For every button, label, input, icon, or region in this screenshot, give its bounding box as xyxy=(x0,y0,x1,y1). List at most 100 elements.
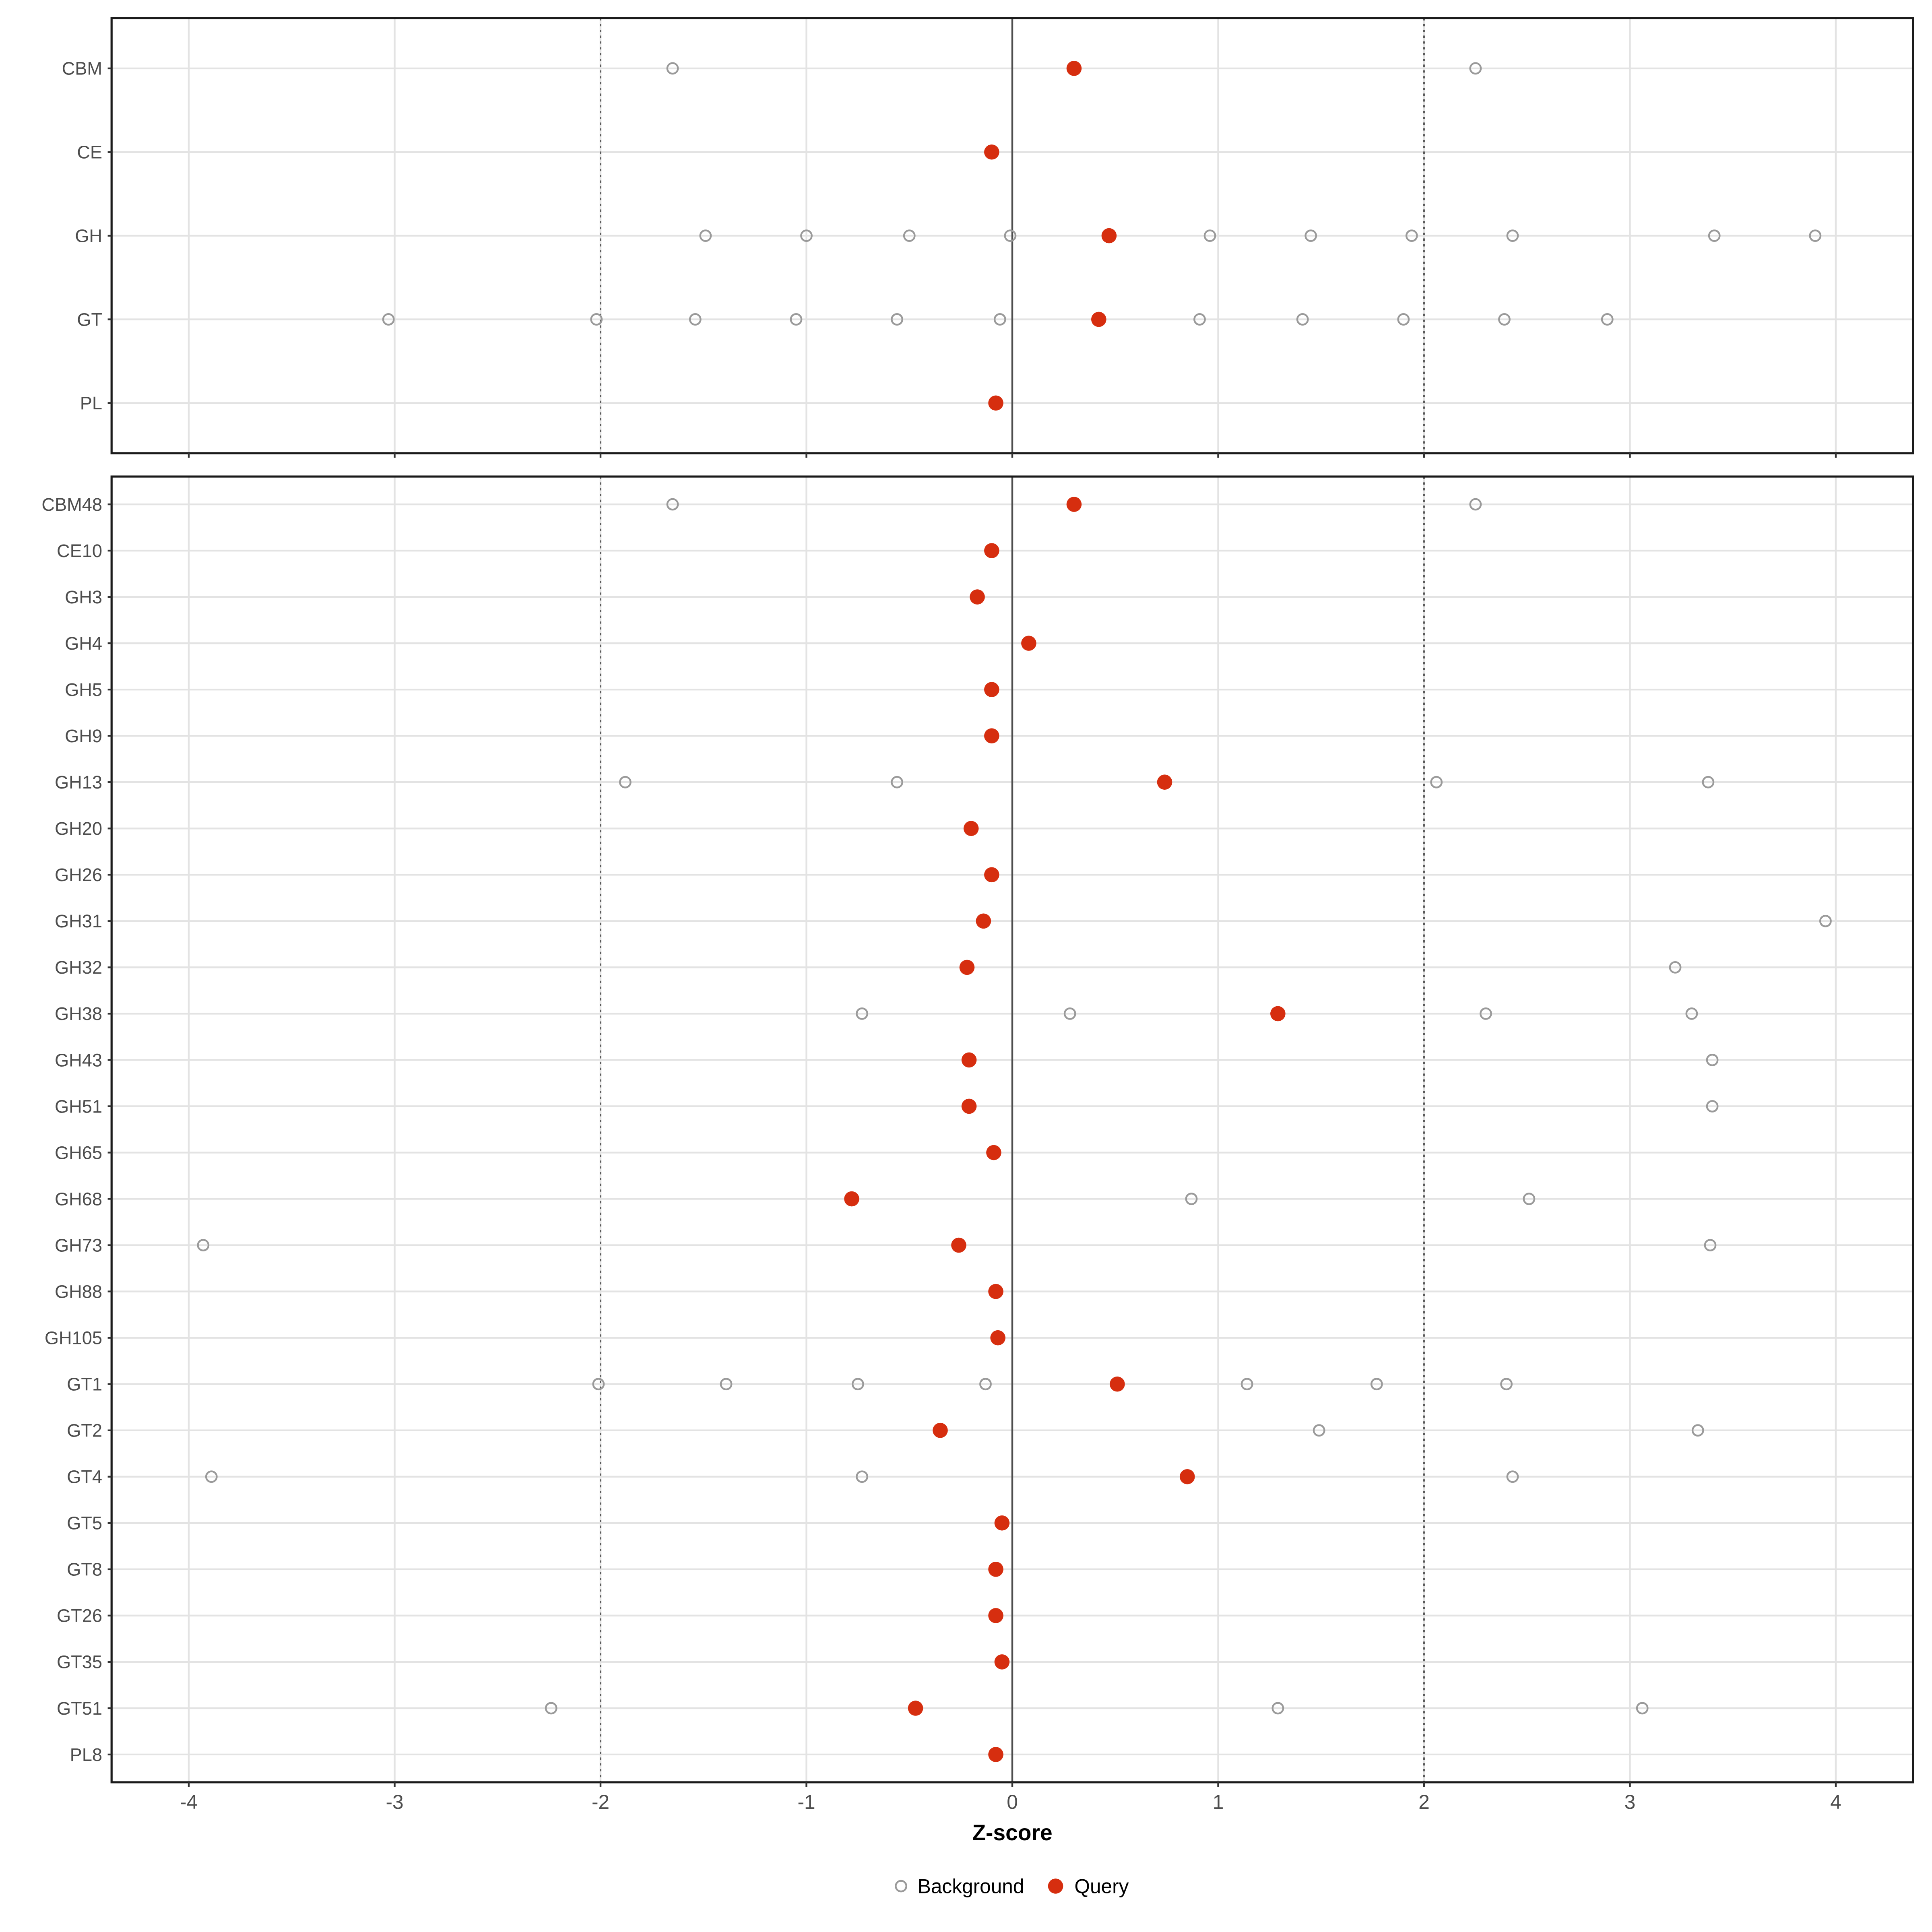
row-label: GH43 xyxy=(55,1050,102,1070)
query-point xyxy=(1157,774,1172,790)
query-point xyxy=(1091,312,1106,327)
background-point xyxy=(1669,961,1682,974)
row-label: GH73 xyxy=(55,1235,102,1255)
background-point xyxy=(1405,229,1418,242)
row-label: CBM48 xyxy=(41,494,102,515)
background-point xyxy=(1506,229,1519,242)
row-label: GT2 xyxy=(67,1420,102,1441)
row-label: GH31 xyxy=(55,911,102,931)
row-label: GT8 xyxy=(67,1559,102,1580)
background-point xyxy=(619,776,632,788)
legend-query-marker xyxy=(1048,1878,1063,1894)
query-point xyxy=(984,543,999,558)
query-point xyxy=(908,1701,923,1716)
query-point xyxy=(988,1562,1003,1577)
background-point xyxy=(1685,1007,1698,1020)
families-panel: CBM CE GH GT PL xyxy=(62,17,1914,458)
row-label: GH5 xyxy=(65,679,102,700)
background-point xyxy=(1523,1193,1536,1205)
query-point xyxy=(994,1654,1010,1670)
row-label: GT35 xyxy=(57,1652,102,1672)
background-point xyxy=(979,1378,992,1391)
row-label: PL xyxy=(80,393,102,413)
row-label: GH13 xyxy=(55,772,102,793)
query-point xyxy=(984,867,999,883)
query-point xyxy=(963,821,979,836)
x-axis-title: Z-score xyxy=(972,1820,1052,1845)
row-label: GT51 xyxy=(57,1698,102,1719)
query-point xyxy=(986,1145,1001,1160)
row-label: GH105 xyxy=(45,1327,102,1348)
query-point xyxy=(844,1191,859,1207)
row-label: GH51 xyxy=(55,1096,102,1117)
row-label: GH38 xyxy=(55,1003,102,1024)
background-point xyxy=(1370,1378,1383,1391)
legend-label: Query xyxy=(1074,1875,1129,1897)
background-point xyxy=(590,313,603,326)
background-point xyxy=(1702,776,1715,788)
background-point xyxy=(666,62,679,75)
background-point xyxy=(1819,914,1832,927)
x-tick-label: -2 xyxy=(592,1791,609,1813)
row-label: CE xyxy=(77,142,102,163)
background-point xyxy=(382,313,395,326)
background-point xyxy=(1185,1193,1198,1205)
query-point xyxy=(951,1237,966,1253)
query-point xyxy=(984,728,999,743)
query-point xyxy=(988,1608,1003,1623)
background-point xyxy=(1469,498,1482,511)
background-point xyxy=(1636,1702,1649,1715)
background-point xyxy=(1498,313,1511,326)
background-point xyxy=(1469,62,1482,75)
x-tick-label: -4 xyxy=(180,1791,198,1813)
row-label: GH32 xyxy=(55,957,102,978)
x-tick-label: -3 xyxy=(386,1791,403,1813)
query-point xyxy=(1270,1006,1286,1022)
row-label: GH4 xyxy=(65,633,102,654)
subfamilies-panel: CBM48 CE10 GH3 GH4 GH5 GH9 GH13 GH20 GH26 GH31 GH3… xyxy=(41,475,1914,1787)
background-point xyxy=(1193,313,1206,326)
query-point xyxy=(984,682,999,697)
row-label: GH20 xyxy=(55,818,102,839)
row-label: GH9 xyxy=(65,726,102,746)
query-point xyxy=(933,1422,948,1438)
background-point xyxy=(592,1378,605,1391)
query-point xyxy=(1110,1376,1125,1392)
background-point xyxy=(856,1007,869,1020)
query-point xyxy=(988,1747,1003,1762)
background-point xyxy=(800,229,813,242)
background-point xyxy=(1063,1007,1076,1020)
x-tick-label: 4 xyxy=(1830,1791,1841,1813)
x-tick-label: 1 xyxy=(1213,1791,1224,1813)
query-point xyxy=(988,395,1003,411)
x-tick-label: 0 xyxy=(1007,1791,1018,1813)
query-point xyxy=(1179,1469,1195,1484)
background-point xyxy=(1809,229,1822,242)
row-label: CE10 xyxy=(57,541,102,561)
background-point xyxy=(1296,313,1309,326)
background-point xyxy=(1397,313,1410,326)
query-point xyxy=(990,1330,1005,1346)
x-tick-label: -1 xyxy=(797,1791,815,1813)
x-axis: -4 -3 -2 -1 0 1 2 3 4 Z-score xyxy=(180,1791,1841,1845)
background-point xyxy=(851,1378,864,1391)
background-point xyxy=(197,1239,210,1251)
background-point xyxy=(545,1702,557,1715)
background-point xyxy=(1203,229,1216,242)
background-point xyxy=(1313,1424,1325,1437)
background-point xyxy=(856,1470,869,1483)
row-label: GH65 xyxy=(55,1142,102,1163)
background-point xyxy=(903,229,916,242)
query-point xyxy=(984,144,999,160)
query-point xyxy=(976,913,991,929)
row-label: GH26 xyxy=(55,865,102,885)
row-label: GT26 xyxy=(57,1606,102,1626)
background-point xyxy=(1500,1378,1513,1391)
background-point xyxy=(1271,1702,1284,1715)
background-point xyxy=(891,776,903,788)
background-point xyxy=(1691,1424,1704,1437)
background-point xyxy=(1601,313,1614,326)
query-point xyxy=(1066,61,1082,76)
row-label: PL8 xyxy=(70,1744,102,1765)
